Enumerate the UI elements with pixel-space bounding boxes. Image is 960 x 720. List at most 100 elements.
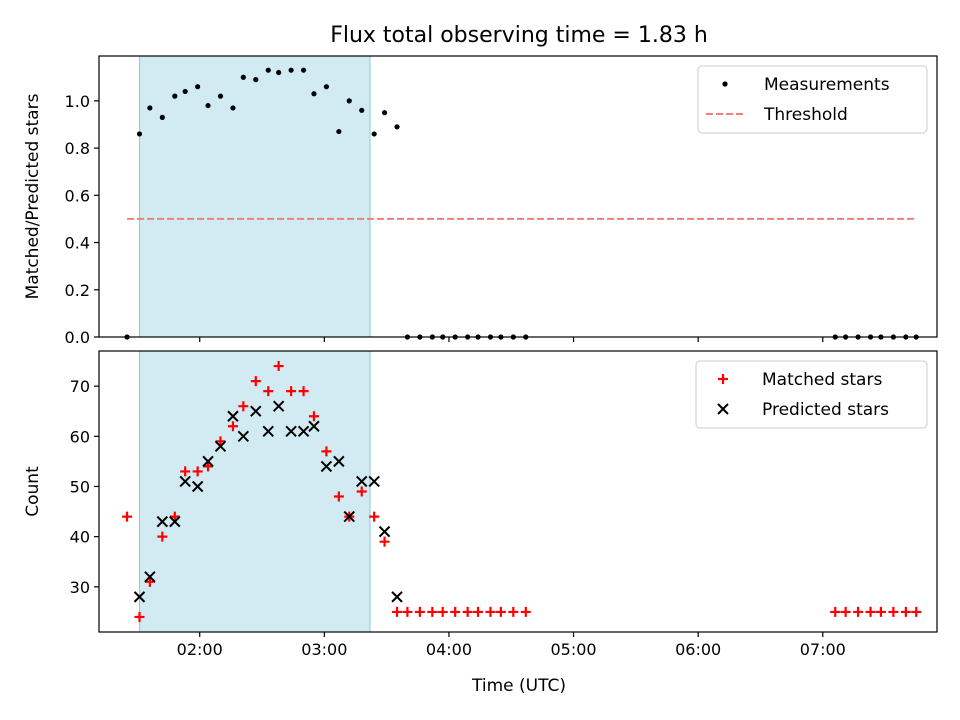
- data-point: [359, 107, 365, 113]
- legend-marker: [722, 81, 728, 87]
- data-point: [147, 105, 153, 111]
- data-point: [227, 421, 238, 432]
- data-point: [203, 461, 214, 472]
- data-point: [262, 425, 274, 437]
- data-point: [144, 571, 156, 583]
- data-point: [133, 591, 146, 603]
- data-point: [159, 114, 165, 120]
- data-point: [182, 88, 188, 95]
- x-tick-label: 02:00: [177, 640, 223, 659]
- data-point: [875, 606, 886, 617]
- observing-span-0: [138, 55, 371, 338]
- data-point: [273, 361, 284, 372]
- x-tick-label: 06:00: [675, 640, 721, 659]
- y-tick-label: 0.4: [65, 234, 90, 253]
- data-point: [191, 480, 204, 493]
- legend-box: [695, 360, 928, 429]
- y-tick-label: 60: [70, 427, 90, 446]
- data-point: [288, 67, 294, 73]
- data-point: [179, 475, 191, 488]
- y-tick-label: 70: [70, 377, 90, 396]
- series-matched-stars: [122, 361, 922, 622]
- axes-frame-1: [98, 350, 938, 633]
- data-point: [381, 110, 388, 116]
- data-point: [853, 606, 864, 617]
- data-point: [276, 69, 282, 76]
- data-point: [214, 440, 227, 453]
- x-tick-label: 03:00: [301, 640, 347, 659]
- data-point: [391, 591, 403, 603]
- data-point: [308, 411, 319, 422]
- data-point: [156, 515, 169, 528]
- data-point: [368, 475, 380, 488]
- data-point: [265, 67, 271, 73]
- legend-box: [697, 65, 928, 134]
- data-point: [392, 606, 403, 617]
- bottom-panel: 30 40 50 60 70 02:00 03:00 04:00 05:00 06:00 07:00…: [23, 350, 938, 659]
- y-axis-label: Count: [23, 466, 43, 517]
- data-point: [450, 606, 461, 617]
- data-point: [333, 455, 345, 468]
- y-tick-label: 1.0: [65, 92, 90, 111]
- x-axis-label: Time (UTC): [471, 676, 566, 696]
- chart-title: Flux total observing time = 1.83 h: [330, 23, 708, 48]
- data-point: [308, 420, 320, 432]
- data-point: [437, 606, 448, 617]
- data-point: [343, 510, 355, 523]
- data-point: [911, 606, 922, 617]
- data-point: [169, 515, 181, 528]
- x-tick-label: 04:00: [426, 640, 472, 659]
- x-tick-label: 05:00: [551, 640, 597, 659]
- data-point: [202, 455, 214, 468]
- data-point: [485, 606, 496, 617]
- data-point: [865, 606, 876, 617]
- data-point: [172, 93, 178, 99]
- y-tick-label: 0.0: [65, 328, 90, 347]
- y-axis-label: Matched/Predicted stars: [23, 93, 43, 299]
- y-tick-label: 50: [70, 477, 90, 496]
- legend-label: Threshold: [763, 105, 848, 125]
- y-tick-label: 0.6: [65, 186, 90, 205]
- data-point: [356, 486, 367, 497]
- data-point: [379, 536, 390, 547]
- data-point: [297, 425, 310, 437]
- data-point: [371, 131, 377, 137]
- data-point: [508, 606, 519, 617]
- data-point: [250, 405, 262, 417]
- data-point: [250, 376, 261, 387]
- data-point: [320, 460, 333, 473]
- data-point: [169, 511, 180, 522]
- data-point: [217, 93, 224, 99]
- data-point: [144, 576, 155, 587]
- data-point: [205, 102, 211, 109]
- data-point: [253, 77, 259, 83]
- data-point: [520, 606, 531, 617]
- data-point: [888, 606, 899, 617]
- data-point: [192, 466, 203, 477]
- data-point: [272, 400, 285, 412]
- x-tick-label: 07:00: [800, 640, 846, 659]
- data-point: [336, 128, 342, 135]
- data-point: [263, 386, 274, 397]
- legend-marker: [717, 403, 729, 415]
- data-point: [286, 386, 297, 397]
- data-point: [394, 124, 400, 130]
- data-point: [311, 91, 317, 97]
- y-tick-label: 30: [70, 578, 90, 597]
- data-point: [300, 67, 307, 73]
- data-point: [298, 386, 309, 397]
- data-point: [238, 401, 249, 412]
- data-point: [321, 446, 332, 457]
- data-point: [285, 425, 297, 437]
- data-point: [414, 606, 425, 617]
- data-point: [346, 98, 352, 104]
- data-point: [122, 511, 133, 522]
- data-point: [840, 606, 851, 617]
- data-point: [134, 611, 145, 622]
- data-point: [378, 525, 391, 538]
- data-point: [333, 491, 344, 502]
- series-predicted-stars: [133, 400, 403, 603]
- data-point: [157, 531, 168, 542]
- data-point: [240, 74, 246, 80]
